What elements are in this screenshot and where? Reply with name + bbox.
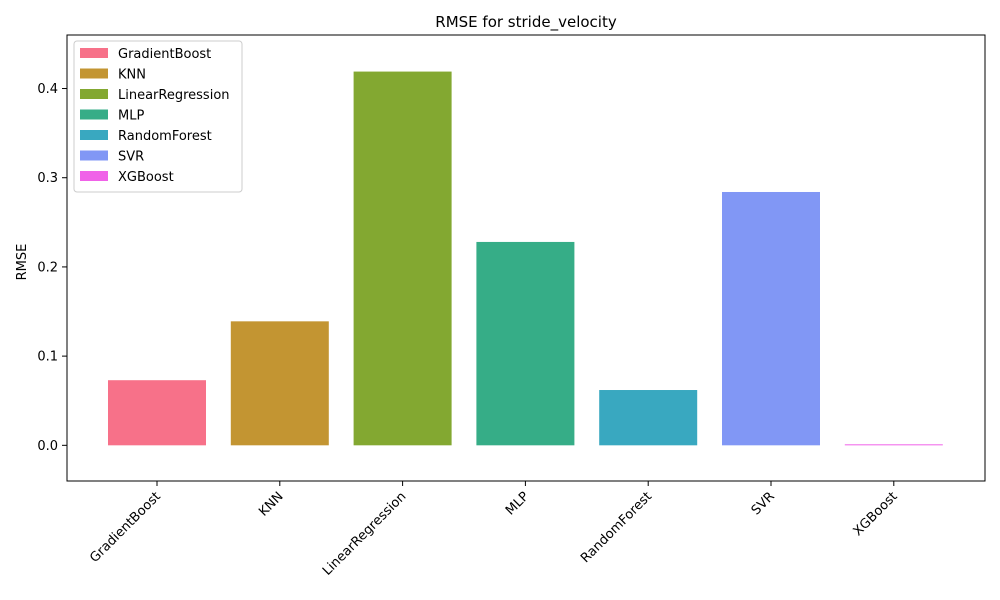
plot-frame <box>66 34 986 482</box>
chart-title: RMSE for stride_velocity <box>435 13 617 32</box>
y-tick-label: 0.1 <box>37 350 58 365</box>
legend-swatch-randomforest <box>80 130 108 140</box>
y-tick-label: 0.4 <box>37 82 58 97</box>
bar-gradientboost <box>108 380 206 446</box>
legend-swatch-svr <box>80 150 108 161</box>
legend-label-randomforest: RandomForest <box>118 129 212 144</box>
legend: GradientBoost KNN LinearRegression MLP Rando… <box>73 40 243 193</box>
legend-box <box>73 40 243 193</box>
x-tick-label-mlp: MLP <box>503 489 532 518</box>
y-tick-label: 0.3 <box>37 171 58 186</box>
legend-swatch-mlp <box>80 109 108 120</box>
legend-swatch-xgboost <box>80 171 108 181</box>
y-tick-label: 0.0 <box>37 439 58 454</box>
x-tick-label-xgboost: XGBoost <box>851 489 901 539</box>
legend-label-mlp: MLP <box>118 109 144 124</box>
legend-swatch-linearregression <box>80 89 108 99</box>
bar-xgboost <box>844 444 943 446</box>
x-tick-label-svr: SVR <box>749 489 778 518</box>
y-ticks-group: 0.0 0.1 0.2 0.3 0.4 <box>37 82 67 454</box>
bar-linearregression <box>353 71 452 446</box>
x-ticks-group: GradientBoost KNN LinearRegression MLP Rando… <box>87 481 901 579</box>
legend-swatch-knn <box>80 68 108 79</box>
y-axis-label: RMSE <box>15 244 30 281</box>
legend-label-svr: SVR <box>118 150 144 165</box>
x-tick-label-knn: KNN <box>256 489 286 519</box>
legend-label-linearregression: LinearRegression <box>118 88 230 103</box>
x-tick-label-linearregression: LinearRegression <box>320 489 409 578</box>
legend-label-xgboost: XGBoost <box>118 170 174 185</box>
legend-label-knn: KNN <box>118 68 146 83</box>
x-tick-label-gradientboost: GradientBoost <box>87 489 164 566</box>
legend-swatch-gradientboost <box>80 48 108 58</box>
bar-knn <box>230 321 329 446</box>
y-tick-label: 0.2 <box>37 260 58 275</box>
x-tick-label-randomforest: RandomForest <box>578 489 655 566</box>
bar-svr <box>722 191 820 446</box>
bars-group <box>108 71 943 446</box>
bar-mlp <box>476 241 575 446</box>
legend-label-gradientboost: GradientBoost <box>118 47 211 62</box>
bar-randomforest <box>599 390 698 446</box>
